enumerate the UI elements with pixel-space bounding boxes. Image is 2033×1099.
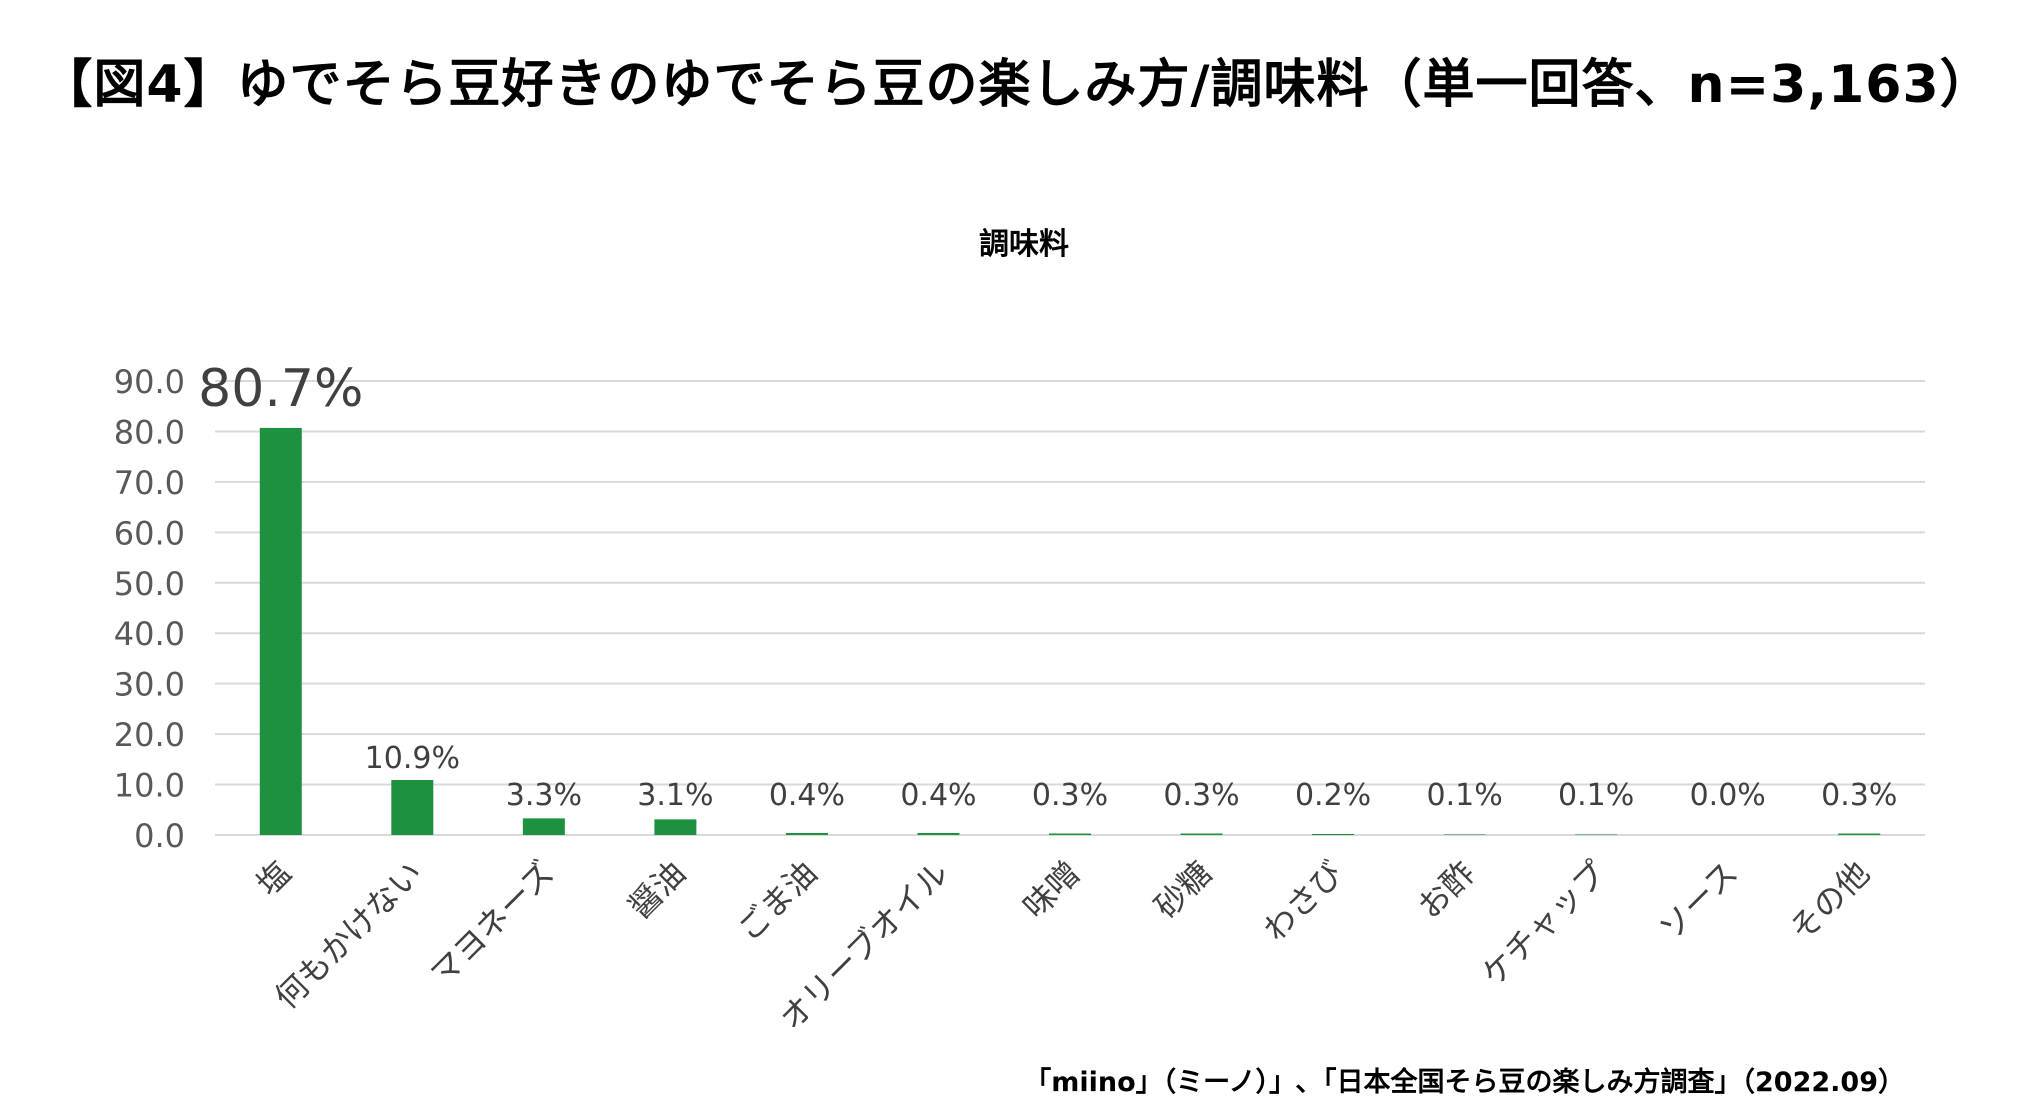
data-label: 3.1%	[637, 778, 713, 813]
data-label: 0.3%	[1032, 778, 1108, 813]
data-labels: 80.7% 10.9% 3.3% 3.1% 0.4% 0.4% 0.3% 0.3% 0.2% 0.…	[198, 359, 1897, 813]
category-label: 醤油	[621, 854, 693, 926]
y-axis-ticks: 0.0 10.0 20.0 30.0 40.0 50.0 60.0 70.0 80.0 90.0	[114, 363, 185, 855]
y-tick-label: 40.0	[114, 615, 185, 653]
chart-title: 調味料	[979, 227, 1069, 262]
bar	[1838, 833, 1881, 835]
category-label: ソース	[1652, 854, 1746, 948]
bar	[785, 832, 828, 835]
y-tick-label: 20.0	[114, 716, 185, 754]
bar	[1443, 834, 1486, 835]
data-label: 0.4%	[769, 778, 845, 813]
y-tick-label: 70.0	[114, 464, 185, 502]
data-label: 0.0%	[1690, 778, 1766, 813]
source-note: 「miino」（ミーノ）」､「日本全国そら豆の楽しみ方調査」（2022.09）	[1024, 1067, 1905, 1098]
data-label: 0.3%	[1163, 778, 1239, 813]
bar	[522, 818, 565, 835]
category-label: わさび	[1256, 854, 1351, 949]
bar	[654, 819, 697, 835]
data-label: 0.3%	[1821, 778, 1897, 813]
y-tick-label: 60.0	[114, 514, 185, 552]
category-label: その他	[1782, 854, 1877, 949]
category-label: ごま油	[730, 854, 825, 949]
gridlines	[215, 380, 1925, 836]
data-label: 0.1%	[1558, 778, 1634, 813]
y-tick-label: 0.0	[134, 817, 185, 855]
category-label: お酢	[1410, 854, 1482, 926]
bar	[1312, 833, 1355, 835]
bar	[917, 832, 960, 835]
category-label: 塩	[249, 854, 299, 904]
category-label: マヨネーズ	[423, 854, 562, 993]
page-title: 【図4】ゆでそら豆好きのゆでそら豆の楽しみ方/調味料（単一回答、n=3,163）	[40, 55, 1993, 115]
data-label: 80.7%	[198, 359, 363, 419]
category-label: 味噌	[1016, 854, 1088, 926]
data-label: 0.4%	[900, 778, 976, 813]
data-label: 0.1%	[1427, 778, 1503, 813]
bar	[259, 427, 302, 835]
data-label: 3.3%	[506, 778, 582, 813]
category-label: ケチャップ	[1474, 854, 1614, 994]
bars	[259, 427, 1881, 835]
bar	[1049, 833, 1091, 835]
y-tick-label: 30.0	[114, 666, 185, 704]
y-tick-label: 10.0	[114, 767, 185, 805]
bar	[391, 780, 434, 835]
data-label: 0.2%	[1295, 778, 1371, 813]
category-label: 砂糖	[1147, 854, 1219, 926]
y-tick-label: 50.0	[114, 565, 185, 603]
y-tick-label: 80.0	[114, 413, 185, 451]
y-tick-label: 90.0	[114, 363, 185, 401]
data-label: 10.9%	[365, 741, 460, 776]
bar	[1575, 834, 1618, 835]
bar	[1180, 833, 1223, 835]
